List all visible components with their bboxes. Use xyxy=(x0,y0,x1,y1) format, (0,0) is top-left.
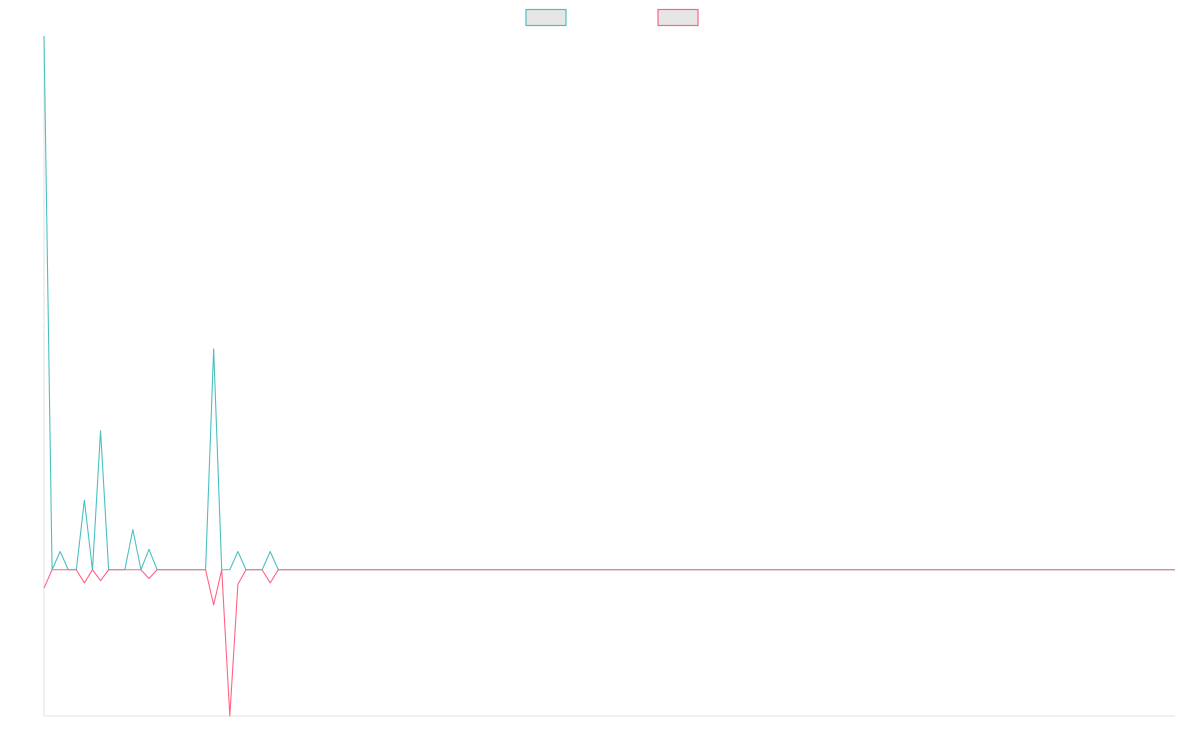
series-line-2 xyxy=(43,569,1175,717)
series-line-1 xyxy=(43,35,1175,571)
axes xyxy=(43,36,1175,717)
plot-area xyxy=(43,35,1175,717)
legend-swatch-1[interactable] xyxy=(525,8,567,27)
legend xyxy=(525,8,699,27)
legend-swatch-2[interactable] xyxy=(657,8,699,27)
